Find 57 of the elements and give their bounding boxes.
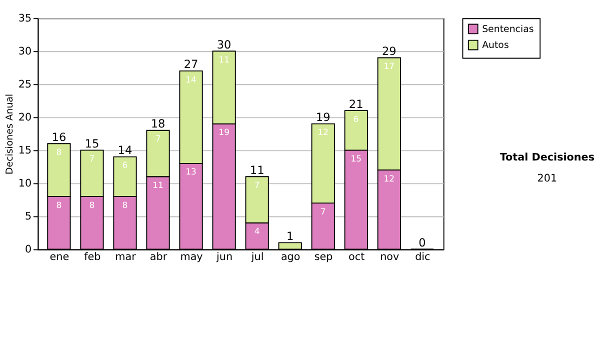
data-label: 4 xyxy=(254,227,260,238)
x-tick-label: jun xyxy=(216,251,233,264)
total-label: 11 xyxy=(250,162,264,177)
data-label: 7 xyxy=(155,134,161,145)
data-label: 11 xyxy=(152,180,164,191)
y-tick-label: 35 xyxy=(18,12,32,24)
y-tick-label: 10 xyxy=(18,178,32,190)
data-label: 8 xyxy=(89,200,95,211)
data-label: 7 xyxy=(89,154,95,165)
y-tick-label: 20 xyxy=(18,111,32,124)
y-axis-title: Decisiones Anual xyxy=(4,94,16,174)
text: Total Decisiones xyxy=(500,152,594,164)
total-label: 27 xyxy=(184,57,198,72)
y-tick-label: 0 xyxy=(25,244,32,256)
x-tick-label: sep xyxy=(314,251,334,264)
y-tick-label: 25 xyxy=(18,78,32,90)
total-label: 1 xyxy=(286,228,294,243)
data-label: 7 xyxy=(320,207,326,218)
legend-label: Sentencias xyxy=(482,24,534,35)
x-tick-label: ago xyxy=(280,251,300,264)
x-tick-label: mar xyxy=(115,251,137,264)
y-tick-label: 15 xyxy=(18,144,32,157)
total-label: 18 xyxy=(150,116,166,131)
legend-label: Autos xyxy=(482,40,509,51)
data-label: 11 xyxy=(218,55,230,66)
data-label: 6 xyxy=(353,114,359,125)
x-tick-label: ene xyxy=(50,251,70,264)
x-tick-label: nov xyxy=(380,251,400,264)
data-label: 13 xyxy=(186,168,196,178)
text: 201 xyxy=(537,172,558,184)
total-label: 15 xyxy=(84,136,100,150)
total-label: 16 xyxy=(52,130,66,144)
x-tick-label: feb xyxy=(84,251,102,264)
data-label: 7 xyxy=(254,180,260,191)
data-label: 17 xyxy=(384,62,395,72)
total-label: 14 xyxy=(118,142,132,157)
x-tick-label: abr xyxy=(150,251,168,264)
data-label: 12 xyxy=(318,128,329,138)
data-label: 8 xyxy=(56,148,62,158)
total-label: 30 xyxy=(216,37,232,52)
data-label: 8 xyxy=(56,200,62,211)
y-tick-label: 5 xyxy=(25,210,32,223)
data-label: 19 xyxy=(218,128,230,138)
x-tick-label: jul xyxy=(250,251,264,264)
total-label: 29 xyxy=(382,44,396,58)
data-label: 6 xyxy=(122,161,128,172)
total-label: 0 xyxy=(418,235,426,250)
data-label: 14 xyxy=(186,75,196,86)
data-label: 8 xyxy=(122,200,128,211)
data-label: 15 xyxy=(350,154,362,165)
x-tick-label: oct xyxy=(348,251,365,264)
total-label: 21 xyxy=(348,96,364,111)
y-tick-label: 30 xyxy=(18,45,32,58)
x-tick-label: may xyxy=(180,251,203,264)
total-label: 19 xyxy=(316,110,330,124)
data-label: 12 xyxy=(384,174,395,184)
x-tick-label: dic xyxy=(415,251,431,264)
